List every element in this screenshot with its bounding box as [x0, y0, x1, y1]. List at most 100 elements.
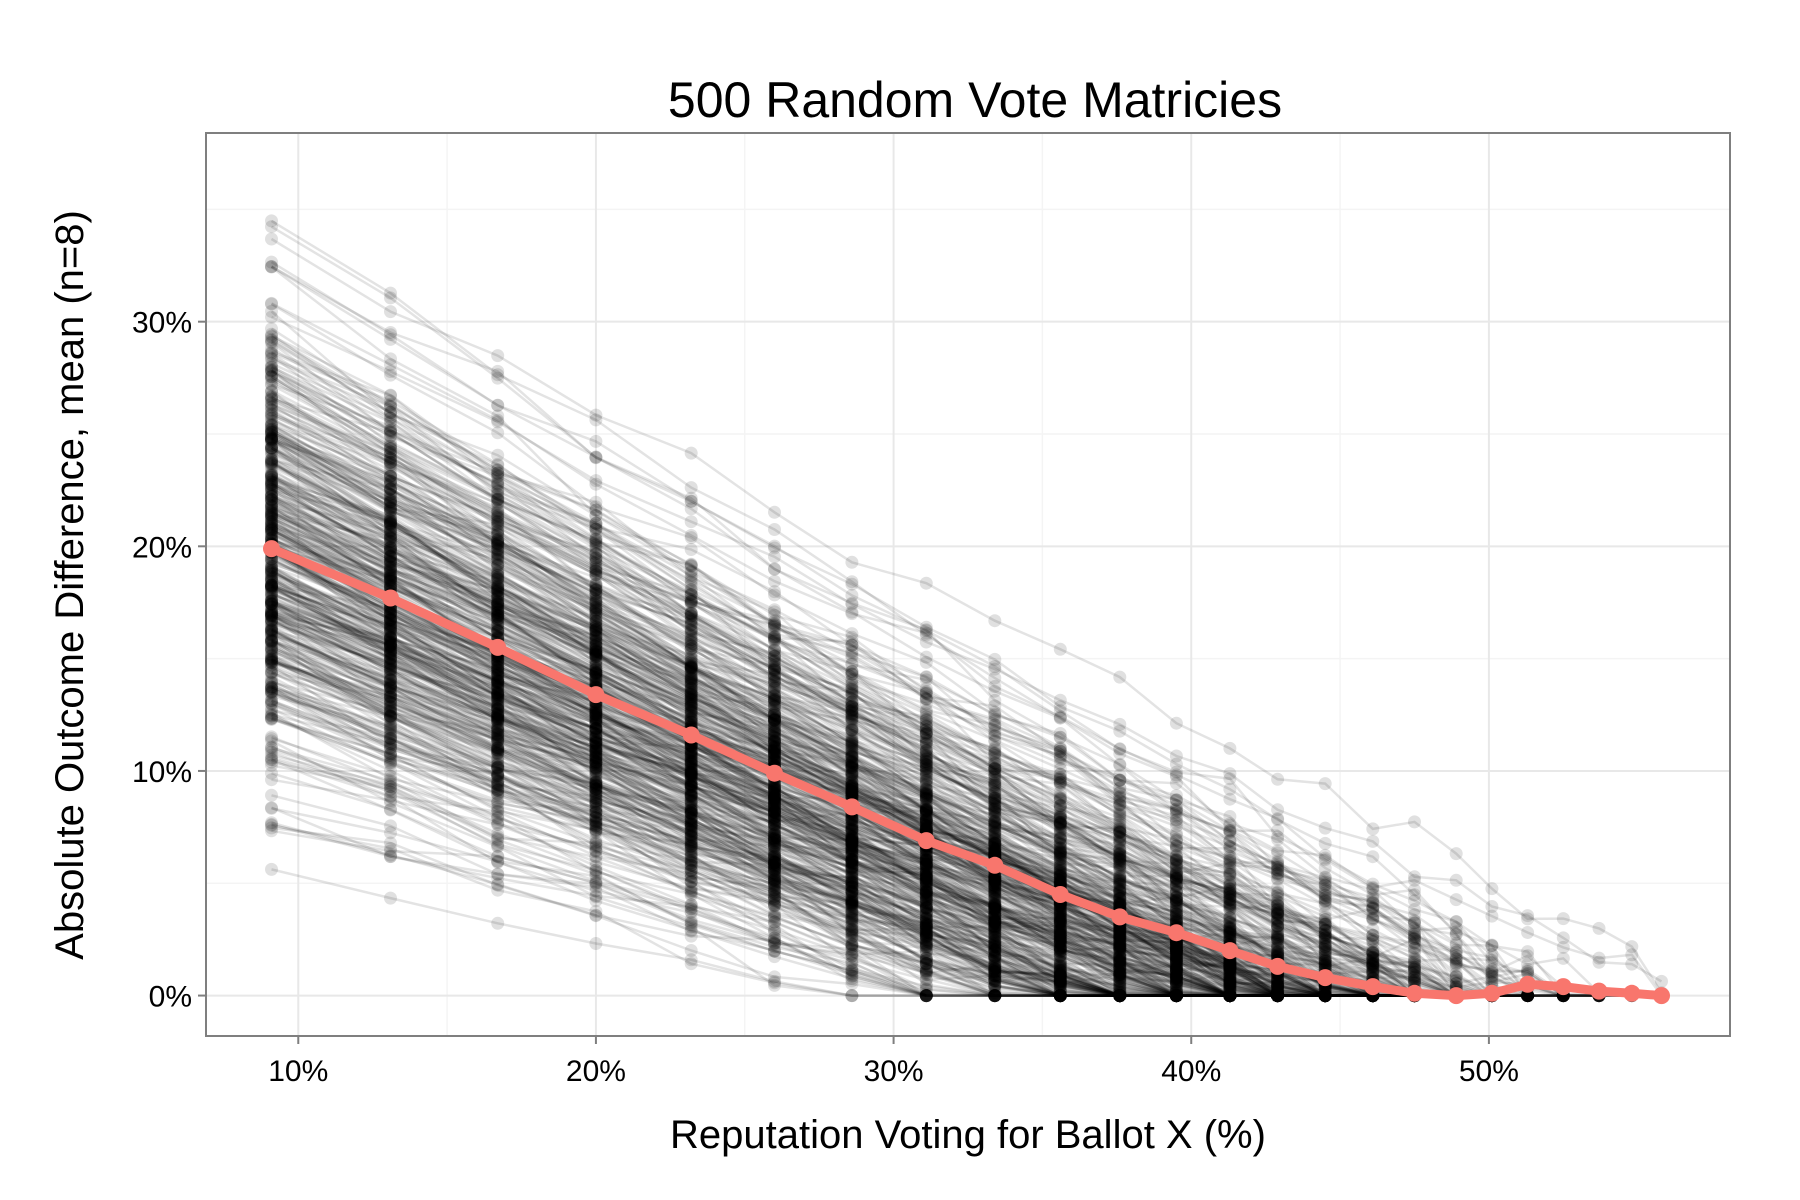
- background-series-line: [270, 497, 1373, 997]
- background-series-point: [491, 426, 505, 440]
- background-series-line: [270, 629, 1120, 997]
- background-series-line: [270, 565, 1177, 997]
- background-series-line: [271, 659, 1326, 997]
- background-series-line: [271, 692, 1373, 997]
- background-series-line: [270, 365, 1492, 997]
- background-series-point: [768, 820, 781, 834]
- background-series-point: [684, 609, 698, 623]
- background-series-point: [1169, 971, 1183, 985]
- background-series-point: [1556, 951, 1570, 965]
- background-series-point: [491, 600, 505, 614]
- background-series-line: [270, 427, 1492, 997]
- background-series-point: [265, 489, 278, 503]
- background-series-line: [270, 670, 1177, 997]
- background-series-line: [271, 452, 1415, 997]
- background-series-line: [270, 511, 1415, 997]
- background-series-line: [270, 547, 1326, 997]
- background-series-line: [270, 570, 1230, 997]
- background-series-line: [271, 764, 1061, 997]
- background-series-point: [768, 781, 781, 795]
- background-series-line: [270, 338, 1373, 997]
- background-series-point: [1318, 836, 1332, 850]
- background-series-point: [1169, 989, 1183, 1003]
- background-series-point: [1223, 849, 1237, 863]
- background-series-line: [271, 513, 1373, 997]
- background-series-point: [1318, 989, 1332, 1003]
- background-series-line: [270, 446, 1492, 997]
- background-series-line: [271, 608, 1278, 997]
- background-series-line: [270, 421, 1528, 997]
- background-series-point: [845, 577, 859, 591]
- background-series-line: [270, 602, 1326, 997]
- background-series-line: [271, 699, 1177, 997]
- background-series-point: [768, 831, 781, 845]
- background-series-line: [271, 622, 1061, 997]
- background-series-line: [271, 480, 1416, 997]
- background-series-line: [270, 547, 1230, 997]
- background-series-point: [589, 904, 603, 918]
- background-series-line: [270, 475, 1374, 997]
- background-series-line: [271, 538, 1374, 997]
- background-series-line: [270, 615, 1120, 997]
- background-series-line: [270, 446, 1457, 997]
- background-series-point: [265, 586, 278, 600]
- background-series-line: [270, 423, 1415, 997]
- background-series-line: [271, 474, 1415, 997]
- background-series-line: [271, 691, 1120, 997]
- background-series-line: [270, 549, 1326, 997]
- background-series-line: [271, 356, 1529, 997]
- background-series-line: [270, 584, 1230, 997]
- background-series-point: [1169, 872, 1183, 885]
- background-series-point: [1169, 768, 1183, 782]
- background-series-line: [271, 412, 1528, 997]
- background-series-point: [1408, 932, 1421, 946]
- background-series-point: [384, 358, 397, 372]
- background-series-point: [491, 584, 505, 598]
- background-series-line: [270, 444, 1278, 997]
- background-series-line: [271, 868, 927, 997]
- background-series-point: [919, 761, 933, 775]
- background-series-line: [270, 440, 1279, 997]
- background-series-line: [270, 558, 1278, 997]
- background-series-line: [270, 366, 1457, 997]
- background-series-line: [270, 614, 1061, 997]
- background-series-line: [270, 685, 1177, 997]
- background-series-line: [271, 420, 1632, 997]
- background-series-line: [270, 632, 996, 997]
- background-series-point: [589, 434, 603, 448]
- background-series-line: [271, 583, 1278, 997]
- background-series-point: [265, 411, 278, 425]
- background-series-point: [265, 614, 278, 628]
- background-series-line: [271, 351, 1599, 997]
- background-series-line: [270, 475, 1326, 997]
- background-series-line: [270, 437, 1662, 997]
- background-series-point: [491, 371, 505, 385]
- background-series-line: [270, 576, 1326, 997]
- background-series-line: [271, 715, 1278, 997]
- background-series-line: [270, 448, 1373, 997]
- background-series-line: [271, 508, 1373, 997]
- background-series-point: [1053, 972, 1067, 986]
- background-series-point: [1366, 953, 1380, 967]
- background-series-line: [270, 389, 1374, 997]
- background-series-point: [988, 793, 1002, 807]
- background-series-line: [270, 639, 1120, 997]
- background-series-line: [270, 625, 1415, 997]
- background-series-line: [271, 670, 1121, 997]
- background-series-line: [270, 591, 1177, 997]
- background-series-line: [271, 778, 1326, 997]
- background-series-line: [271, 717, 1177, 997]
- background-series-line: [271, 661, 1415, 997]
- background-series-line: [270, 390, 1564, 997]
- background-series-line: [271, 650, 1177, 997]
- background-series-point: [265, 220, 278, 234]
- background-series-line: [271, 578, 1373, 997]
- grid-minor: [206, 133, 1730, 1036]
- background-series-line: [271, 661, 1230, 997]
- background-series-line: [271, 639, 1121, 997]
- background-series-line: [270, 690, 1278, 997]
- background-series-line: [270, 462, 1564, 997]
- background-series-line: [271, 639, 1373, 997]
- background-series-point: [1271, 914, 1285, 928]
- background-series-line: [270, 383, 1564, 997]
